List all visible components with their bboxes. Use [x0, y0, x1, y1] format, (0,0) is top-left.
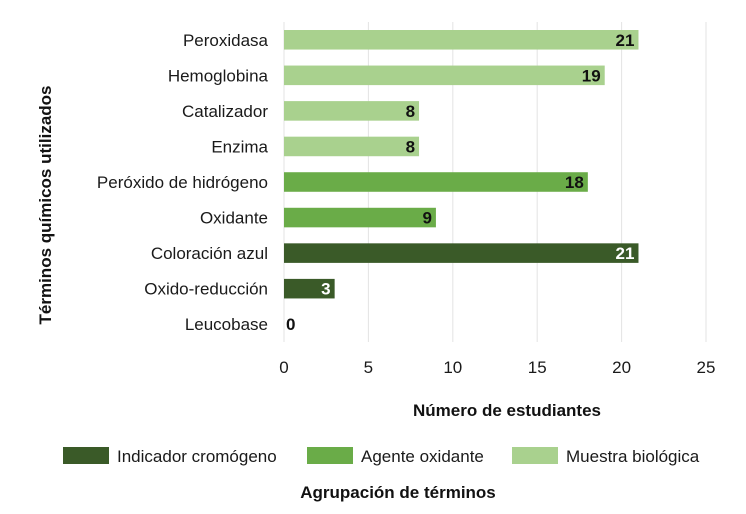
bar [284, 207, 436, 228]
bar-value-label: 21 [616, 31, 635, 50]
bar-value-label: 9 [422, 209, 431, 228]
legend-label: Muestra biológica [566, 447, 700, 466]
x-tick-labels: 0 5 10 15 20 25 [279, 358, 715, 377]
x-tick-label: 15 [528, 358, 547, 377]
category-label: Hemoglobina [168, 66, 269, 85]
bar [284, 30, 639, 50]
bar [284, 65, 605, 86]
category-label: Oxido-reducción [144, 280, 268, 299]
y-axis-title: Términos químicos utilizados [36, 86, 55, 325]
x-tick-label: 0 [279, 358, 288, 377]
category-label: Coloración azul [151, 244, 268, 263]
bar-value-label: 18 [565, 173, 584, 192]
x-tick-label: 25 [697, 358, 716, 377]
bar [284, 101, 420, 121]
bar-value-label: 21 [616, 244, 635, 263]
legend-label: Indicador cromógeno [117, 447, 277, 466]
legend-label: Agente oxidante [361, 447, 484, 466]
bar [284, 172, 588, 192]
bar [284, 243, 639, 263]
category-label: Peroxidasa [183, 31, 269, 50]
legend-title: Agrupación de términos [300, 483, 496, 502]
bar-value-label: 8 [406, 137, 415, 156]
category-label: Leucobase [185, 315, 268, 334]
legend-swatch [512, 447, 558, 464]
x-tick-label: 5 [364, 358, 373, 377]
legend-swatch [63, 447, 109, 464]
x-axis-title: Número de estudiantes [413, 401, 601, 420]
x-tick-label: 20 [612, 358, 631, 377]
legend: Indicador cromógeno Agente oxidante Muestr… [63, 447, 700, 466]
category-labels: Peroxidasa Hemoglobina Catalizador Enzima Pe… [97, 31, 269, 334]
bars: 21 19 8 8 18 9 21 3 0 [284, 30, 639, 334]
category-label: Oxidante [200, 209, 268, 228]
bar-value-label: 19 [582, 66, 601, 85]
bar-value-label: 0 [286, 315, 295, 334]
category-label: Catalizador [182, 102, 268, 121]
bar-value-label: 3 [321, 280, 330, 299]
bar [284, 136, 420, 157]
x-tick-label: 10 [443, 358, 462, 377]
category-label: Enzima [211, 137, 268, 156]
category-label: Peróxido de hidrógeno [97, 173, 268, 192]
legend-swatch [307, 447, 353, 464]
bar [284, 278, 335, 299]
bar-value-label: 8 [406, 102, 415, 121]
